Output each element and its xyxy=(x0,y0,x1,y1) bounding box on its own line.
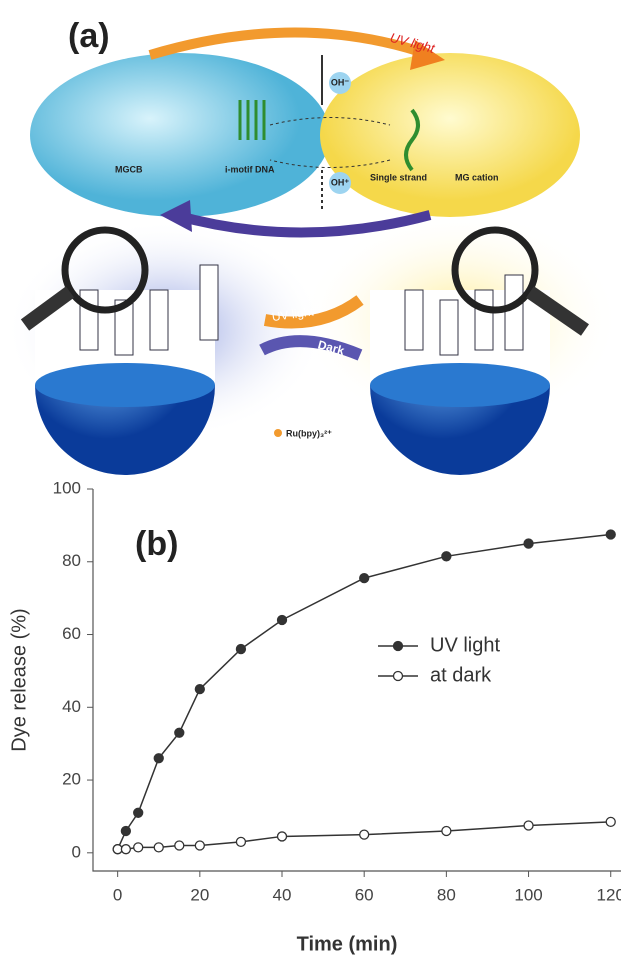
yellow-ellipse xyxy=(320,53,580,217)
data-point xyxy=(121,826,130,835)
data-point xyxy=(175,728,184,737)
ru-dot xyxy=(274,429,282,437)
data-point xyxy=(360,830,369,839)
sphere-top xyxy=(35,363,215,407)
data-point xyxy=(606,817,615,826)
data-point xyxy=(360,574,369,583)
data-point xyxy=(442,826,451,835)
data-point xyxy=(236,645,245,654)
diagram-label: Single strand xyxy=(370,172,427,182)
diagram-label: OH⁻ xyxy=(331,77,350,87)
legend-marker xyxy=(394,642,403,651)
x-tick-label: 40 xyxy=(273,885,292,904)
legend-label: UV light xyxy=(430,634,500,656)
x-tick-label: 0 xyxy=(113,885,122,904)
diagram-label: OH⁺ xyxy=(331,177,350,187)
figure: (a) UV light OH⁻ OH⁺ MGCB i-motif DNA Si… xyxy=(0,0,621,959)
y-tick-label: 0 xyxy=(72,842,81,861)
y-axis-label: Dye release (%) xyxy=(8,608,30,751)
panel-label: (a) xyxy=(68,17,110,55)
data-point xyxy=(154,843,163,852)
x-tick-label: 60 xyxy=(355,885,374,904)
y-tick-label: 100 xyxy=(53,478,81,497)
diagram-label: MGCB xyxy=(115,164,143,174)
panel-b: 0 20 40 60 80 100 0 20 40 60 80 100 120 Time (min) Dye… xyxy=(8,478,621,955)
data-point xyxy=(121,845,130,854)
legend-marker xyxy=(394,672,403,681)
diagram-label: i-motif DNA xyxy=(225,164,275,174)
data-point xyxy=(524,539,533,548)
x-tick-label: 100 xyxy=(514,885,542,904)
data-point xyxy=(236,837,245,846)
y-tick-label: 40 xyxy=(62,697,81,716)
data-point xyxy=(278,615,287,624)
diagram-label: Dark xyxy=(261,204,293,225)
data-point xyxy=(606,530,615,539)
data-point xyxy=(154,754,163,763)
blue-ellipse xyxy=(30,53,330,217)
data-point xyxy=(524,821,533,830)
data-point xyxy=(175,841,184,850)
data-point xyxy=(134,843,143,852)
x-tick-label: 80 xyxy=(437,885,456,904)
sphere-top xyxy=(370,363,550,407)
x-tick-label: 20 xyxy=(190,885,209,904)
x-axis-label: Time (min) xyxy=(297,933,398,955)
y-tick-label: 20 xyxy=(62,770,81,789)
x-tick-label: 120 xyxy=(597,885,621,904)
panel-label: (b) xyxy=(135,525,178,563)
y-tick-label: 60 xyxy=(62,624,81,643)
diagram-label: Ru(bpy)₃²⁺ xyxy=(286,428,332,438)
legend-label: at dark xyxy=(430,664,492,686)
y-tick-label: 80 xyxy=(62,551,81,570)
diagram-label: MG cation xyxy=(455,172,499,182)
data-point xyxy=(134,808,143,817)
data-point xyxy=(195,685,204,694)
panel-a: (a) UV light OH⁻ OH⁺ MGCB i-motif DNA Si… xyxy=(5,17,620,475)
data-point xyxy=(278,832,287,841)
data-point xyxy=(195,841,204,850)
data-point xyxy=(442,552,451,561)
